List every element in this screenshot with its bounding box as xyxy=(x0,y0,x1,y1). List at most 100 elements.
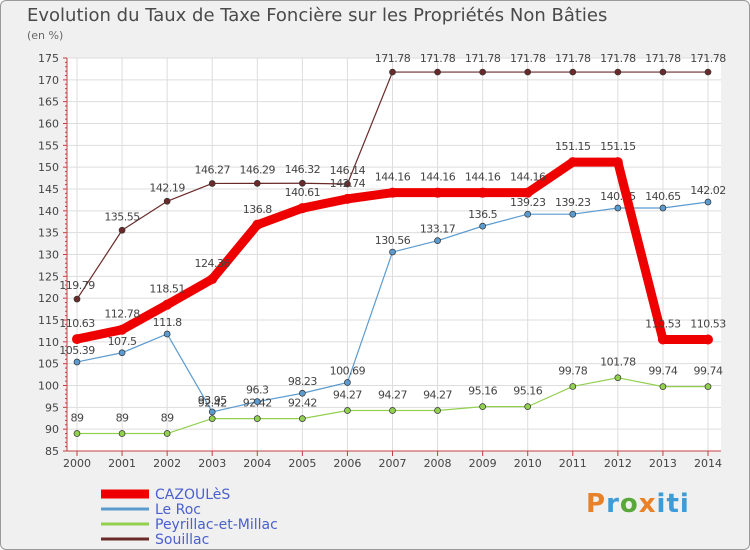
data-point xyxy=(569,210,577,218)
data-point xyxy=(389,407,396,414)
data-point xyxy=(299,389,306,397)
logo-letter: r xyxy=(606,489,620,519)
data-label: 146.29 xyxy=(240,163,276,176)
data-label: 140.61 xyxy=(285,186,321,199)
data-point xyxy=(659,204,667,212)
data-label: 139.23 xyxy=(510,196,546,209)
data-label: 171.78 xyxy=(510,52,546,65)
data-label: 133.17 xyxy=(420,223,456,236)
data-label: 94.27 xyxy=(423,389,452,402)
data-label: 101.78 xyxy=(600,356,636,369)
proxiti-logo: Proxiti xyxy=(586,489,690,519)
data-point xyxy=(118,226,126,234)
logo-letter: o xyxy=(619,489,639,519)
x-tick-label: 2004 xyxy=(243,457,271,470)
data-point xyxy=(434,237,441,245)
data-point xyxy=(389,248,396,256)
x-tick-label: 2014 xyxy=(694,457,722,470)
data-label: 171.78 xyxy=(465,52,501,65)
data-point xyxy=(297,203,308,214)
data-point xyxy=(253,398,261,406)
y-tick-label: 155 xyxy=(38,139,59,152)
data-label: 124.36 xyxy=(194,257,230,270)
data-label: 135.55 xyxy=(104,210,140,223)
data-label: 171.78 xyxy=(645,52,681,65)
y-tick-label: 170 xyxy=(38,74,59,87)
y-tick-label: 135 xyxy=(38,227,59,240)
data-label: 92.42 xyxy=(198,397,227,410)
x-tick-label: 2007 xyxy=(379,457,407,470)
data-label: 99.74 xyxy=(694,365,723,378)
data-point xyxy=(569,68,577,76)
y-tick-label: 105 xyxy=(38,358,59,371)
data-label: 171.78 xyxy=(555,52,591,65)
data-point xyxy=(659,68,667,76)
data-label: 140.65 xyxy=(645,190,681,203)
x-tick-label: 2010 xyxy=(514,457,542,470)
data-point xyxy=(344,407,351,414)
data-point xyxy=(299,179,306,187)
data-label: 171.78 xyxy=(600,52,636,65)
data-label: 95.16 xyxy=(513,385,542,398)
data-label: 171.78 xyxy=(420,52,456,65)
x-tick-label: 2011 xyxy=(559,457,587,470)
data-label: 130.56 xyxy=(375,234,411,247)
data-point xyxy=(299,415,306,422)
x-tick-label: 2000 xyxy=(63,457,91,470)
data-label: 89 xyxy=(161,412,174,425)
legend-label: Souillac xyxy=(155,532,209,548)
data-point xyxy=(387,187,398,198)
data-label: 111.8 xyxy=(153,316,182,329)
data-label: 144.16 xyxy=(420,171,456,184)
data-point xyxy=(344,180,351,188)
x-tick-label: 2001 xyxy=(108,457,136,470)
data-point xyxy=(253,180,261,187)
data-label: 136.8 xyxy=(243,203,272,216)
data-point xyxy=(73,358,81,366)
data-label: 144.16 xyxy=(465,171,501,184)
data-label: 92.42 xyxy=(243,397,272,410)
logo-letter: i xyxy=(679,489,690,519)
data-point xyxy=(72,334,82,345)
data-label: 112.78 xyxy=(104,308,140,321)
data-point xyxy=(162,299,173,310)
logo-letter: t xyxy=(666,489,680,519)
data-label: 100.69 xyxy=(330,364,366,377)
data-label: 110.53 xyxy=(690,318,726,331)
y-tick-label: 150 xyxy=(38,161,59,174)
data-point xyxy=(524,68,532,76)
data-point xyxy=(704,68,712,76)
data-label: 99.78 xyxy=(558,364,587,377)
legend-label: CAZOULèS xyxy=(155,487,230,503)
chart-title: Evolution du Taux de Taxe Foncière sur l… xyxy=(27,5,608,26)
y-tick-label: 130 xyxy=(38,249,59,262)
y-tick-label: 175 xyxy=(38,52,59,65)
data-label: 142.02 xyxy=(690,184,726,197)
data-point xyxy=(612,157,623,168)
data-point xyxy=(524,403,532,410)
logo-letter: P xyxy=(586,489,607,519)
data-point xyxy=(117,324,128,335)
data-point xyxy=(253,415,261,422)
chart-subtitle: (en %) xyxy=(27,29,64,42)
data-point xyxy=(657,334,668,345)
y-tick-label: 160 xyxy=(38,118,59,131)
data-point xyxy=(704,383,712,390)
data-label: 136.5 xyxy=(468,208,497,221)
data-label: 98.23 xyxy=(288,375,317,388)
x-tick-label: 2009 xyxy=(469,457,497,470)
data-label: 144.16 xyxy=(510,171,546,184)
data-label: 89 xyxy=(71,412,84,425)
data-label: 110.53 xyxy=(645,318,681,331)
data-point xyxy=(434,407,441,414)
y-tick-label: 165 xyxy=(38,96,59,109)
data-point xyxy=(252,219,263,230)
logo-letter: i xyxy=(656,489,667,519)
y-tick-label: 100 xyxy=(38,380,59,393)
data-point xyxy=(432,187,443,198)
data-label: 89 xyxy=(116,412,129,425)
data-point xyxy=(704,198,712,206)
data-label: 151.15 xyxy=(600,140,636,153)
x-tick-label: 2006 xyxy=(333,457,361,470)
y-tick-label: 115 xyxy=(38,314,59,327)
